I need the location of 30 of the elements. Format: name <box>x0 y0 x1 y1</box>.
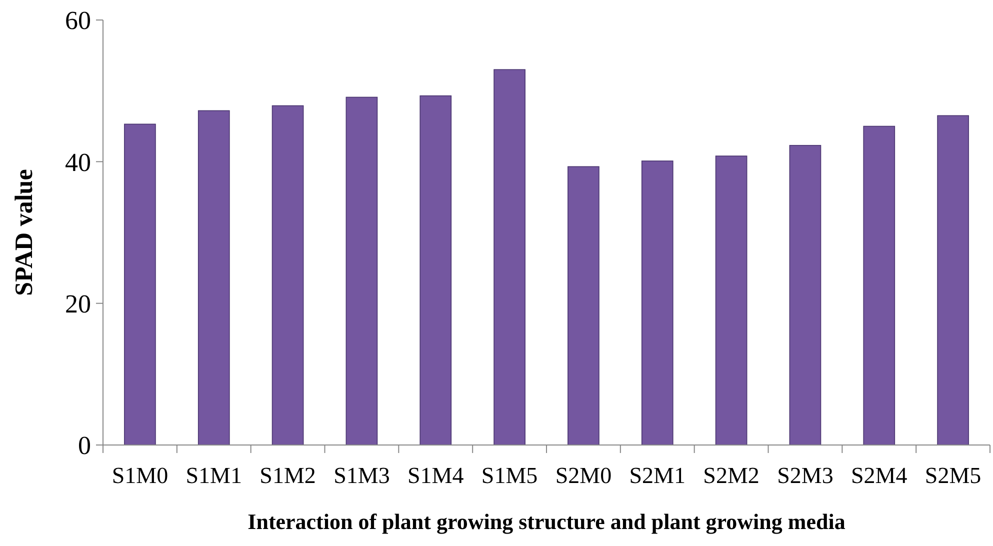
x-tick-label: S1M5 <box>481 463 538 488</box>
x-tick-label: S2M2 <box>703 463 760 488</box>
y-axis-title: SPAD value <box>11 169 38 296</box>
x-tick-label: S2M5 <box>924 463 982 488</box>
x-tick-label: S1M2 <box>260 463 316 488</box>
bar <box>198 110 230 446</box>
bar <box>494 69 526 446</box>
y-tick-label: 40 <box>65 148 91 177</box>
x-tick-label: S1M4 <box>408 463 464 488</box>
bar <box>863 126 896 446</box>
x-tick-label: S1M0 <box>112 463 168 488</box>
bar <box>715 156 748 446</box>
bar <box>124 124 156 446</box>
bar <box>789 144 822 446</box>
bar <box>272 105 304 446</box>
bar <box>346 96 378 446</box>
bar <box>937 115 969 446</box>
x-axis-title: Interaction of plant growing structure and plant growing media <box>248 509 846 534</box>
x-tick-label: S2M0 <box>555 463 612 488</box>
bar <box>420 95 452 446</box>
bar <box>568 166 600 446</box>
x-tick-label: S1M1 <box>186 463 242 488</box>
x-tick-label: S1M3 <box>334 463 390 488</box>
bar <box>641 160 674 446</box>
y-tick-label: 60 <box>65 6 91 36</box>
x-tick-label: S2M4 <box>851 463 908 488</box>
x-tick-label: S2M3 <box>777 463 834 488</box>
y-tick-label: 20 <box>65 289 91 318</box>
x-tick-label: S2M1 <box>629 463 686 488</box>
y-tick-label: 0 <box>78 431 91 460</box>
